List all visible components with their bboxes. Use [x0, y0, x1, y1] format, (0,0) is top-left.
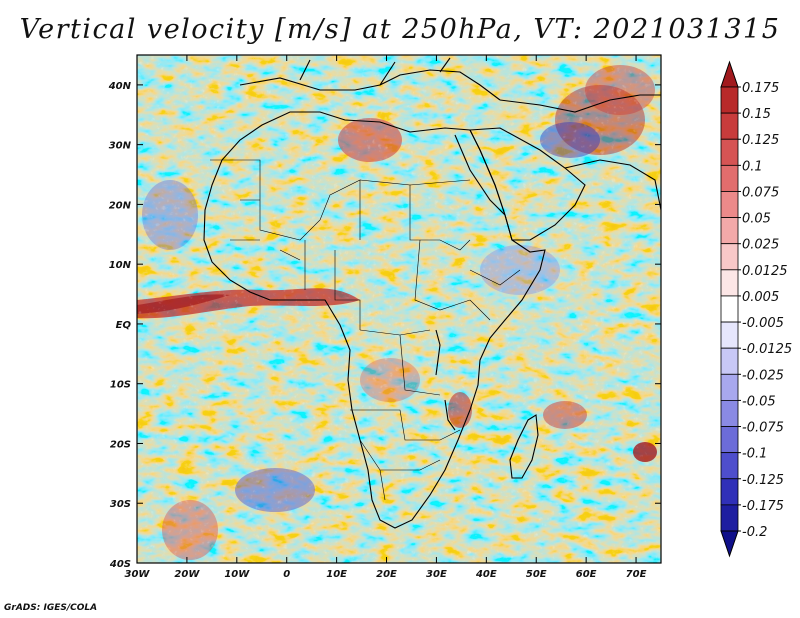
- colorbar-label: -0.075: [742, 421, 784, 436]
- credit-label: GrADS: IGES/COLA: [4, 603, 98, 613]
- colorbar-swatch: [720, 426, 739, 454]
- colorbar-label: 0.0125: [742, 264, 788, 279]
- y-axis: 40N 30N 20N 10N EQ 10S 20S 30S 40S: [108, 81, 661, 570]
- x-tick-label: 60E: [576, 569, 597, 580]
- colorbar-label: 0.15: [742, 107, 771, 122]
- plot-frame: [136, 54, 662, 564]
- colorbar-swatch: [720, 217, 739, 245]
- colorbar-label: 0.175: [742, 81, 779, 96]
- colorbar-max-arrow: [720, 60, 739, 88]
- colorbar-swatch: [720, 400, 739, 427]
- colorbar-swatch: [720, 347, 739, 375]
- colorbar-swatch: [720, 452, 739, 480]
- colorbar-swatch: [720, 138, 739, 166]
- colorbar-swatch: [720, 164, 739, 192]
- colorbar: 0.175 0.15 0.125 0.1 0.075 0.05 0.025 0.0125 0.0…: [720, 60, 792, 558]
- colorbar-swatch: [720, 478, 739, 506]
- colorbar-label: 0.125: [742, 133, 779, 148]
- colorbar-label: 0.005: [742, 290, 779, 305]
- y-tick-label: 20S: [110, 439, 131, 450]
- coastline: [203, 57, 661, 529]
- colorbar-label: -0.175: [742, 499, 784, 514]
- y-tick-label: 40N: [108, 81, 132, 92]
- colorbar-label: -0.2: [742, 525, 767, 540]
- colorbar-swatch: [720, 243, 739, 271]
- colorbar-label: 0.075: [742, 185, 779, 200]
- y-tick-label: 20N: [109, 200, 132, 211]
- colorbar-swatch: [720, 321, 739, 349]
- y-tick-label: 30S: [110, 499, 131, 510]
- colorbar-swatch: [720, 373, 739, 401]
- x-tick-label: 10E: [326, 569, 347, 580]
- x-tick-label: 30E: [426, 569, 447, 580]
- x-tick-label: 0: [283, 569, 290, 580]
- y-tick-label: 30N: [109, 141, 132, 152]
- x-tick-label: 20W: [174, 569, 200, 580]
- x-tick-label: 40E: [475, 569, 497, 580]
- colorbar-label: -0.05: [742, 394, 776, 409]
- y-tick-label: 40S: [109, 559, 131, 570]
- colorbar-swatch: [720, 191, 739, 218]
- colorbar-label: -0.005: [742, 316, 784, 331]
- y-tick-label: 10N: [109, 260, 132, 271]
- colorbar-label: 0.025: [742, 238, 779, 253]
- velocity-field: [137, 55, 661, 563]
- colorbar-label: -0.1: [742, 447, 767, 462]
- x-tick-label: 10W: [224, 569, 250, 580]
- colorbar-swatch: [720, 504, 739, 532]
- colorbar-label: 0.05: [742, 212, 771, 227]
- x-tick-label: 70E: [626, 569, 647, 580]
- colorbar-min-arrow: [720, 530, 739, 558]
- map-title: Vertical velocity [m/s] at 250hPa, VT: 2…: [19, 14, 781, 45]
- x-tick-label: 30W: [125, 569, 151, 580]
- colorbar-label: 0.1: [742, 159, 763, 174]
- colorbar-label: -0.025: [742, 368, 784, 383]
- x-tick-label: 50E: [526, 569, 547, 580]
- colorbar-swatch: [720, 112, 739, 140]
- colorbar-swatch: [720, 86, 739, 114]
- y-tick-label: EQ: [116, 320, 132, 331]
- x-tick-label: 20E: [376, 569, 397, 580]
- colorbar-swatch: [720, 269, 739, 297]
- y-tick-label: 10S: [110, 380, 131, 391]
- country-borders: [210, 159, 521, 501]
- colorbar-label: -0.0125: [742, 342, 792, 357]
- colorbar-label: -0.125: [742, 473, 784, 488]
- colorbar-swatch: [720, 295, 739, 323]
- x-axis: 30W 20W 10W 0 10E 20E 30E 40E 50E 60E 70E: [125, 55, 647, 580]
